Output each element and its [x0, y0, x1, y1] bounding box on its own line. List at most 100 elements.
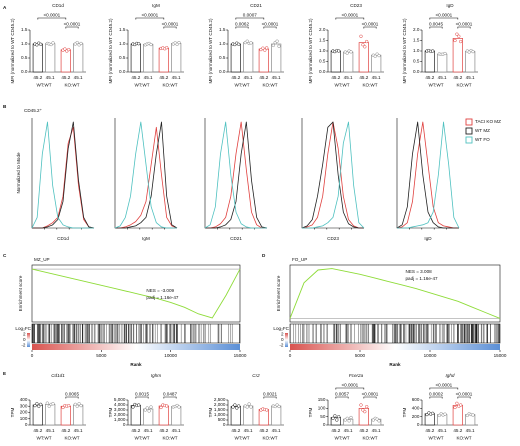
y-tick-label: 0.5	[21, 55, 28, 60]
histogram-curve	[204, 121, 267, 229]
p-value: 0.0021	[263, 392, 277, 397]
bar	[452, 38, 463, 73]
chart-title: CD21	[250, 3, 262, 8]
data-point	[265, 408, 269, 412]
data-point	[73, 402, 77, 407]
x-tick-label: 45.2	[259, 75, 268, 80]
significance-bracket	[429, 396, 443, 399]
chart-title: Fcer2a	[349, 373, 364, 378]
data-point	[459, 39, 463, 44]
y-tick-label: 400	[412, 406, 420, 411]
bar	[230, 406, 241, 426]
p-value: 0.0045	[429, 22, 443, 27]
x-tick-label: 45.2	[425, 428, 434, 433]
legend-label: WT FO	[475, 137, 490, 142]
y-tick-label: 0.5	[413, 59, 420, 64]
y-tick-label: 0	[123, 422, 126, 427]
bar	[158, 47, 169, 73]
bar	[258, 48, 269, 73]
bar	[130, 43, 141, 73]
y-tick-label: 0	[25, 422, 28, 427]
legend-label: TACI KO MZ	[475, 119, 501, 124]
legend-swatch	[465, 136, 473, 144]
x-tick-label: 45.1	[438, 75, 447, 80]
x-tick-label: 45.1	[144, 428, 153, 433]
data-point	[75, 404, 79, 408]
x-tick-label: 45.1	[244, 428, 253, 433]
bar	[258, 409, 269, 426]
data-point	[347, 419, 351, 423]
data-point	[47, 404, 51, 408]
group-label: WT:WT	[428, 83, 443, 88]
colorbar-legend	[285, 333, 288, 347]
y-axis-label: MFI (normalized to WT CD45.2)	[208, 18, 213, 83]
data-point	[249, 41, 253, 45]
bar	[73, 43, 84, 73]
x-tick-label: 45.2	[131, 428, 140, 433]
data-point	[457, 34, 461, 38]
data-point	[165, 45, 169, 50]
data-point	[143, 408, 147, 412]
colorbar	[32, 344, 240, 350]
y-tick-label: 1.5	[21, 27, 28, 32]
x-tick-label: 45.2	[61, 428, 70, 433]
panel-label: C	[3, 253, 7, 258]
data-point	[77, 402, 81, 406]
x-tick-label: 45.1	[372, 75, 381, 80]
p-value: 0.0062	[235, 22, 249, 27]
significance-bracket	[263, 396, 277, 399]
y-tick-label: 4,000	[114, 402, 126, 407]
histogram-curve	[302, 121, 365, 229]
p-value: <0.0001	[341, 383, 358, 388]
significance-bracket	[235, 17, 265, 20]
y-tick-label: 1.0	[219, 41, 226, 46]
data-point	[245, 405, 249, 409]
y-tick-label: 0.0	[413, 69, 420, 74]
y-tick-label: 600	[412, 397, 420, 402]
y-tick-label: 0	[223, 422, 226, 427]
data-point	[265, 46, 269, 50]
bar	[371, 54, 382, 73]
y-tick-label: 300	[20, 403, 28, 408]
panel-label: D	[262, 253, 266, 258]
p-value: <0.0001	[435, 383, 452, 388]
chart-title: IgM	[152, 3, 160, 8]
significance-bracket	[37, 17, 67, 20]
significance-bracket	[335, 17, 365, 20]
data-point	[39, 402, 43, 407]
significance-bracket	[457, 26, 471, 29]
legend-swatch	[465, 127, 473, 135]
data-point	[63, 47, 67, 51]
data-point	[349, 50, 353, 54]
data-point	[131, 405, 135, 409]
y-axis-label: TPM	[308, 407, 313, 417]
colorbar-tick-label: 2	[23, 332, 26, 337]
gate-label: CD45.2⁺	[24, 108, 43, 113]
data-point	[373, 54, 377, 58]
data-point	[471, 413, 475, 417]
group-label: WT:WT	[334, 436, 349, 441]
significance-bracket	[429, 17, 459, 20]
p-value: <0.0001	[64, 22, 81, 27]
significance-bracket	[135, 17, 165, 20]
x-tick-label: 45.1	[46, 428, 55, 433]
x-axis-label: Rank	[389, 362, 401, 367]
bar	[358, 42, 369, 73]
data-point	[245, 39, 249, 43]
y-tick-label: 100	[20, 416, 28, 421]
y-axis-label: Enrichment score	[18, 275, 23, 311]
y-tick-label: 0.5	[119, 55, 126, 60]
x-tick-label: 45.2	[259, 428, 268, 433]
data-point	[79, 403, 83, 408]
x-tick-label: 5000	[96, 353, 107, 358]
data-point	[75, 40, 79, 45]
y-axis-label: TPM	[208, 407, 213, 417]
colorbar-tick-label: -2	[279, 343, 284, 348]
bar	[32, 43, 43, 73]
colorbar-label: Log₂FC	[273, 326, 289, 331]
data-point	[331, 416, 335, 420]
data-point	[235, 406, 239, 410]
annotation: padj = 1.16e-47	[406, 276, 439, 281]
x-tick-label: 5000	[355, 353, 366, 358]
x-tick-label: 45.1	[344, 428, 353, 433]
